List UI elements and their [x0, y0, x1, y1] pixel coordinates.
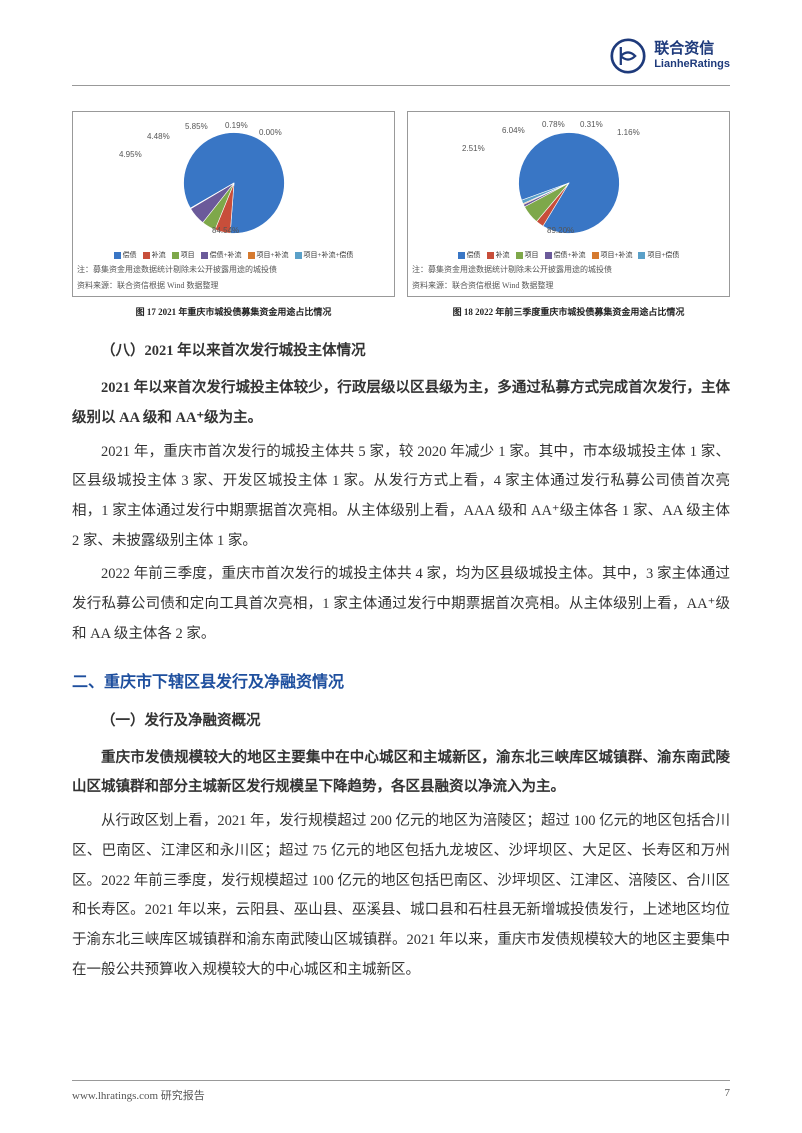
subsection-heading: （八）2021 年以来首次发行城投主体情况 — [72, 338, 730, 364]
chart-source: 资料来源：联合资信根据 Wind 数据整理 — [412, 280, 725, 292]
paragraph: 从行政区划上看，2021 年，发行规模超过 200 亿元的地区为涪陵区；超过 1… — [72, 807, 730, 985]
logo-icon — [610, 38, 646, 74]
chart-note: 注：募集资金用途数据统计剔除未公开披露用途的城投债 — [77, 264, 390, 276]
subsection-heading: （一）发行及净融资概况 — [72, 708, 730, 734]
chart-title-right: 图 18 2022 年前三季度重庆市城投债募集资金用途占比情况 — [407, 305, 730, 318]
header-divider — [72, 85, 730, 86]
footer-source: www.lhratings.com 研究报告 — [72, 1087, 205, 1103]
chart-note: 注：募集资金用途数据统计剔除未公开披露用途的城投债 — [412, 264, 725, 276]
chart-right: 0.78%0.31%1.16%6.04%2.51%89.20% 偿债补流项目偿债… — [407, 111, 730, 297]
chart-source: 资料来源：联合资信根据 Wind 数据整理 — [77, 280, 390, 292]
chart-titles: 图 17 2021 年重庆市城投债募集资金用途占比情况 图 18 2022 年前… — [72, 305, 730, 318]
paragraph-bold: 2021 年以来首次发行城投主体较少，行政层级以区县级为主，多通过私募方式完成首… — [72, 374, 730, 433]
section-heading: 二、重庆市下辖区县发行及净融资情况 — [72, 668, 730, 692]
page-number: 7 — [725, 1087, 731, 1103]
paragraph: 2022 年前三季度，重庆市首次发行的城投主体共 4 家，均为区县级城投主体。其… — [72, 560, 730, 649]
paragraph: 2021 年，重庆市首次发行的城投主体共 5 家，较 2020 年减少 1 家。… — [72, 438, 730, 557]
page: 联合资信 LianheRatings 5.85%0.19%0.00%4.48%4… — [0, 0, 802, 1133]
brand-logo: 联合资信 LianheRatings — [610, 38, 730, 74]
legend-left: 偿债补流项目偿债+补流项目+补流项目+补流+偿债 — [77, 250, 390, 260]
page-footer: www.lhratings.com 研究报告 7 — [72, 1080, 730, 1103]
paragraph-bold: 重庆市发债规模较大的地区主要集中在中心城区和主城新区，渝东北三峡库区城镇群、渝东… — [72, 744, 730, 803]
pie-chart-left — [174, 123, 294, 243]
logo-cn: 联合资信 — [654, 41, 730, 58]
chart-title-left: 图 17 2021 年重庆市城投债募集资金用途占比情况 — [72, 305, 395, 318]
logo-en: LianheRatings — [654, 58, 730, 71]
charts-row: 5.85%0.19%0.00%4.48%4.95%84.54% 偿债补流项目偿债… — [72, 111, 730, 297]
legend-right: 偿债补流项目偿债+补流项目+补流项目+偿债 — [412, 250, 725, 260]
chart-left: 5.85%0.19%0.00%4.48%4.95%84.54% 偿债补流项目偿债… — [72, 111, 395, 297]
pie-chart-right — [509, 123, 629, 243]
